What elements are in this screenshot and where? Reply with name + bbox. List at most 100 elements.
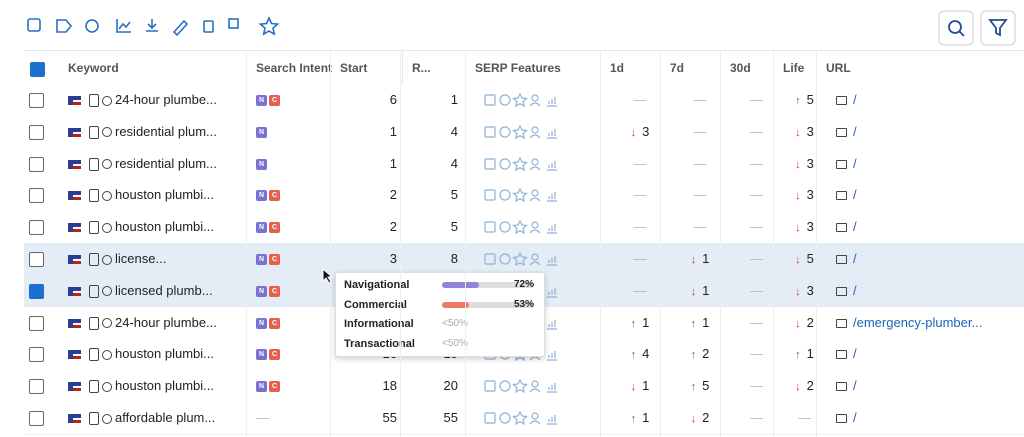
flag: [68, 286, 81, 296]
trend-arrow: ↑: [630, 413, 637, 425]
change-cell: —: [730, 370, 783, 402]
trend-arrow: ↓: [795, 254, 801, 266]
keyword[interactable]: residential plum...: [115, 123, 217, 139]
row-checkbox[interactable]: [29, 379, 44, 395]
trend-arrow: ↓: [795, 381, 801, 394]
intent-badge: C: [269, 190, 280, 202]
select-all[interactable]: [30, 62, 45, 77]
device-icon: [89, 253, 99, 267]
keyword[interactable]: license...: [115, 251, 167, 266]
url-link[interactable]: /: [853, 346, 857, 362]
lock-icon: [836, 159, 847, 169]
intent-badge: N: [256, 95, 267, 107]
row-checkbox[interactable]: [29, 283, 44, 299]
url-link[interactable]: /: [853, 378, 857, 394]
keyword-cell: 24-hour plumbe...: [68, 84, 248, 116]
change-cell: ↓ 1: [670, 275, 730, 307]
intent-badge: C: [269, 381, 280, 393]
row-checkbox[interactable]: [29, 315, 44, 331]
change-value: 1: [642, 378, 650, 394]
lock-icon: [836, 318, 847, 328]
change-cell: ↓ 1: [610, 370, 670, 402]
change-cell: ↑ 2: [670, 338, 730, 370]
row-checkbox[interactable]: [29, 252, 44, 267]
url-link[interactable]: /: [853, 410, 857, 425]
copy-icon[interactable]: [228, 18, 239, 29]
url-link[interactable]: /: [853, 187, 857, 203]
search-button[interactable]: [938, 10, 974, 46]
keyword[interactable]: licensed plumb...: [115, 282, 213, 298]
filter-button[interactable]: [980, 10, 1016, 46]
url-cell: /: [836, 211, 1024, 243]
device-icon: [89, 157, 99, 171]
lock-icon: [836, 127, 847, 137]
url-link[interactable]: /: [853, 282, 857, 298]
change-cell: —: [730, 84, 783, 116]
intent-label: Transactional: [344, 337, 415, 350]
url-link[interactable]: /: [853, 251, 857, 266]
url-link[interactable]: /: [853, 123, 857, 139]
intent-value: <50%: [442, 337, 468, 349]
change-cell: —: [670, 211, 730, 243]
change-value: —: [693, 219, 707, 235]
keyword[interactable]: 24-hour plumbe...: [115, 92, 217, 107]
url-link[interactable]: /emergency-plumber...: [853, 314, 983, 330]
change-value: —: [693, 123, 707, 139]
keyword[interactable]: 24-hour plumbe...: [115, 314, 217, 330]
chart-icon[interactable]: [116, 19, 131, 33]
row-checkbox[interactable]: [29, 156, 44, 172]
keyword[interactable]: residential plum...: [115, 155, 217, 171]
intent-badge: N: [256, 126, 267, 138]
row-checkbox[interactable]: [29, 411, 44, 426]
pen-icon[interactable]: [172, 19, 189, 37]
download-icon[interactable]: [146, 19, 158, 32]
device-icon: [89, 94, 99, 108]
row-checkbox[interactable]: [29, 188, 44, 204]
row-checkbox[interactable]: [29, 347, 44, 363]
intent-badge: N: [256, 317, 267, 329]
row-checkbox[interactable]: [29, 220, 44, 236]
bar-track: [442, 301, 534, 308]
change-cell: —: [730, 307, 783, 339]
trend-arrow: ↑: [795, 349, 801, 362]
change-cell: —: [670, 179, 730, 211]
column-header: Start: [340, 61, 368, 75]
change-cell: ↑ 4: [610, 338, 670, 370]
url-link[interactable]: /: [853, 155, 857, 171]
trend-arrow: ↓: [690, 413, 697, 425]
keyword[interactable]: houston plumbi...: [115, 378, 215, 394]
flag: [68, 255, 81, 265]
trend-arrow: ↓: [795, 190, 801, 203]
current-rank: 5: [450, 187, 458, 203]
refresh-icon[interactable]: [85, 19, 99, 33]
keyword[interactable]: houston plumbi...: [115, 346, 215, 362]
keyword[interactable]: affordable plum...: [115, 410, 216, 425]
lock-icon: [836, 255, 847, 265]
row-checkbox[interactable]: [29, 93, 44, 108]
trend-arrow: ↓: [795, 158, 801, 171]
delete-icon[interactable]: [203, 20, 214, 33]
location-icon: [102, 349, 112, 360]
star-icon[interactable]: [258, 16, 280, 36]
intent-label: Navigational: [344, 279, 410, 291]
url-link[interactable]: /: [853, 219, 857, 235]
flag: [68, 382, 81, 392]
start-rank: 2: [389, 219, 397, 235]
change-value: —: [633, 92, 647, 107]
intent-tooltip: Navigational 72% Commercial 53% Informationa…: [335, 272, 545, 357]
change-cell: —: [610, 148, 670, 180]
edit-icon[interactable]: [27, 18, 41, 32]
change-cell: —: [730, 116, 783, 148]
url-link[interactable]: /: [853, 92, 857, 107]
change-cell: —: [610, 84, 670, 116]
row-checkbox[interactable]: [29, 124, 44, 140]
column-divider: [660, 50, 661, 437]
column-header: Life: [783, 61, 805, 75]
tag-icon[interactable]: [56, 19, 73, 33]
change-cell: —: [730, 179, 783, 211]
flag: [68, 350, 81, 360]
keyword[interactable]: houston plumbi...: [115, 219, 215, 235]
keyword[interactable]: houston plumbi...: [115, 187, 215, 203]
